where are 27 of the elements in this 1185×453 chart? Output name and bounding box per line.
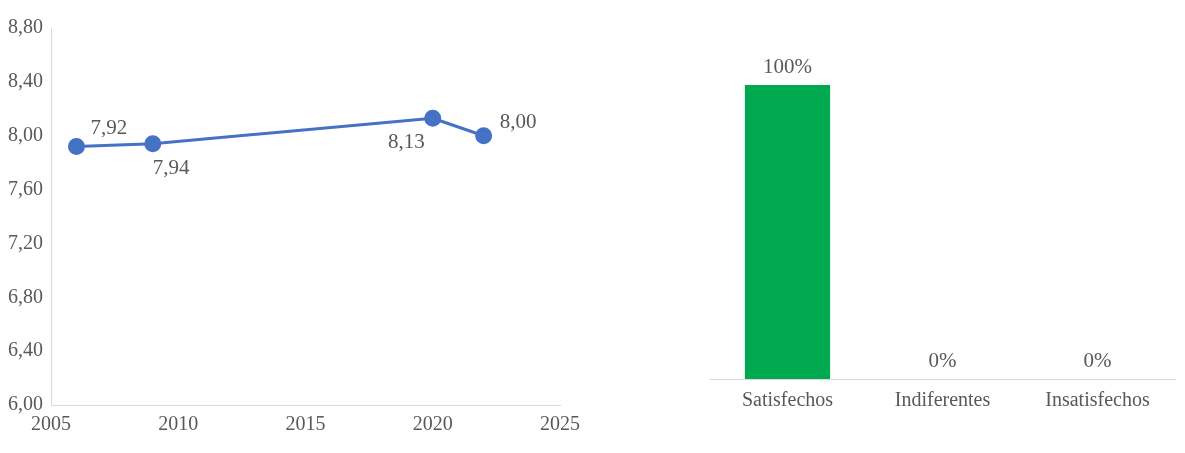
- point: [424, 109, 442, 127]
- y-tick-label: 7,60: [8, 176, 43, 199]
- y-tick-label: 8,40: [8, 69, 43, 92]
- x-tick-label: 2025: [540, 412, 580, 435]
- y-tick-label: 6,80: [8, 284, 43, 307]
- y-tick-label: 6,00: [8, 392, 43, 415]
- data-label: 7,92: [90, 115, 128, 140]
- data-label: 100%: [763, 54, 812, 78]
- point: [67, 137, 85, 155]
- x-tick-label: Insatisfechos: [1045, 388, 1150, 411]
- point: [475, 127, 493, 145]
- data-label: 7,94: [152, 154, 191, 179]
- x-tick-label: 2015: [285, 412, 326, 435]
- y-tick-label: 8,00: [8, 122, 43, 145]
- data-label: 8,00: [499, 108, 537, 133]
- y-tick-label: 6,40: [8, 338, 43, 361]
- x-tick-label: Indiferentes: [894, 388, 991, 411]
- data-label: 8,13: [388, 129, 425, 154]
- x-tick-label: 2010: [158, 412, 199, 435]
- y-tick-label: 8,80: [8, 15, 43, 38]
- data-label: 0%: [1083, 348, 1112, 372]
- x-tick-label: 2020: [412, 412, 453, 435]
- y-tick-label: 7,20: [8, 230, 43, 253]
- point: [144, 135, 162, 153]
- data-label: 0%: [928, 348, 957, 372]
- x-tick-label: Satisfechos: [741, 388, 834, 411]
- x-tick-label: 2005: [31, 412, 71, 435]
